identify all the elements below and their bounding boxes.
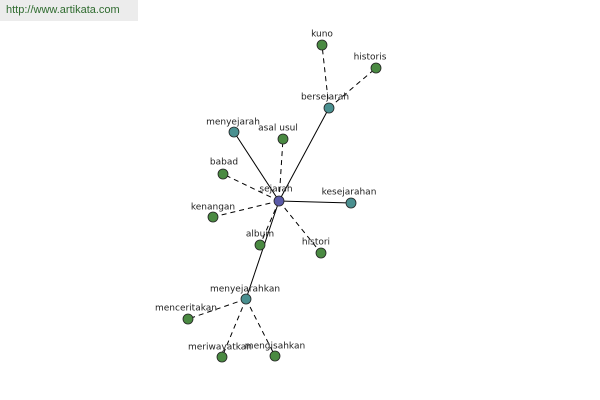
node[interactable] <box>277 133 289 145</box>
edge <box>245 298 276 357</box>
edge <box>259 200 280 246</box>
edge <box>321 44 330 109</box>
node-label[interactable]: kuno <box>311 30 333 40</box>
node[interactable] <box>240 293 252 305</box>
node[interactable] <box>207 211 219 223</box>
edge <box>212 200 280 218</box>
node[interactable] <box>315 247 327 259</box>
node-label[interactable]: sejarah <box>259 185 292 195</box>
node[interactable] <box>370 62 382 74</box>
node-label[interactable]: album <box>246 230 274 240</box>
edge <box>278 200 352 204</box>
edge <box>328 67 377 109</box>
node[interactable] <box>316 39 328 51</box>
node[interactable] <box>269 350 281 362</box>
edge <box>233 131 280 202</box>
node[interactable] <box>216 351 228 363</box>
url-banner: http://www.artikata.com <box>0 0 138 21</box>
node[interactable] <box>273 195 285 207</box>
node[interactable] <box>323 102 335 114</box>
node-label[interactable]: menceritakan <box>155 304 217 314</box>
edge <box>278 107 330 202</box>
edge <box>278 138 284 202</box>
node[interactable] <box>217 168 229 180</box>
edge <box>278 200 322 254</box>
edge <box>222 173 280 202</box>
node[interactable] <box>254 239 266 251</box>
edge <box>221 298 247 358</box>
node-label[interactable]: asal usul <box>258 124 298 134</box>
node-label[interactable]: menyejarahkan <box>210 285 280 295</box>
node-label[interactable]: historis <box>354 53 387 63</box>
node-label[interactable]: babad <box>210 158 238 168</box>
node[interactable] <box>228 126 240 138</box>
node-label[interactable]: histori <box>302 238 330 248</box>
node-label[interactable]: bersejarah <box>301 93 349 103</box>
node-label[interactable]: kenangan <box>191 203 235 213</box>
node-label[interactable]: menyejarah <box>206 118 260 128</box>
node[interactable] <box>182 313 194 325</box>
node-label[interactable]: kesejarahan <box>322 188 377 198</box>
node-label[interactable]: meriwayatkan <box>188 343 252 353</box>
edge <box>187 298 247 320</box>
edge <box>245 200 280 300</box>
node[interactable] <box>345 197 357 209</box>
url-text[interactable]: http://www.artikata.com <box>6 4 120 16</box>
node-label[interactable]: mengisahkan <box>245 342 305 352</box>
